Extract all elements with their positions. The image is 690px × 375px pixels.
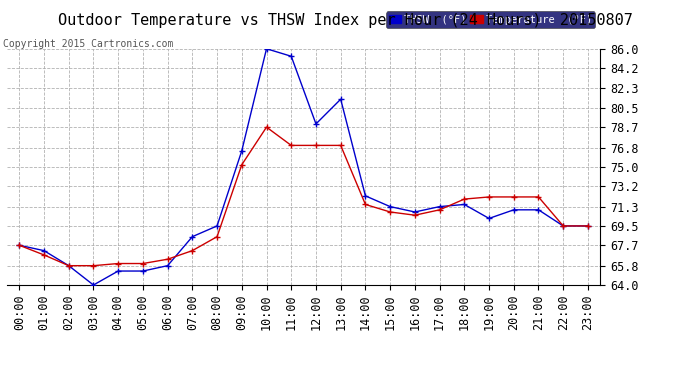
Text: Outdoor Temperature vs THSW Index per Hour (24 Hours)  20150807: Outdoor Temperature vs THSW Index per Ho… (57, 13, 633, 28)
Legend: THSW  (°F), Temperature  (°F): THSW (°F), Temperature (°F) (386, 11, 595, 28)
Text: Copyright 2015 Cartronics.com: Copyright 2015 Cartronics.com (3, 39, 174, 50)
